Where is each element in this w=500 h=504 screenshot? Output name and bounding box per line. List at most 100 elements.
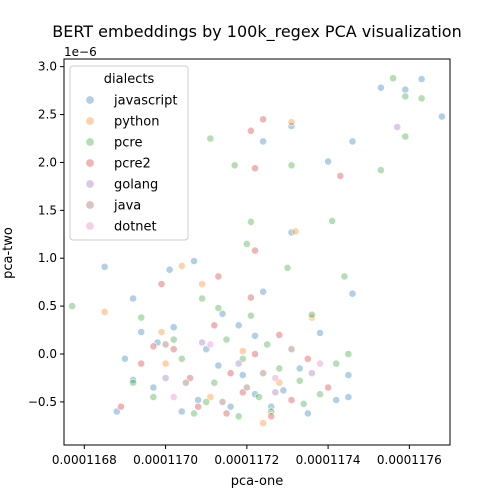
point-pcre-5 (230, 161, 239, 170)
legend-title: dialects (104, 72, 155, 87)
series-pcre (68, 74, 426, 421)
legend-item-golang: golang (85, 178, 158, 193)
point-pcre2-8 (117, 402, 125, 411)
point-pcre2-20 (287, 396, 296, 404)
point-pcre-20 (177, 354, 186, 363)
point-pcre2-0 (246, 126, 255, 135)
y-scale-multiplier: 1e−6 (64, 45, 97, 59)
legend-label: python (114, 115, 159, 130)
series-golang (161, 123, 402, 397)
x-tick-label: 0.0001170 (133, 453, 198, 467)
point-pcre-23 (149, 393, 158, 401)
point-pcre-22 (255, 393, 263, 401)
legend-marker (85, 221, 95, 231)
point-javascript-30 (214, 361, 223, 370)
point-java-3 (287, 345, 296, 354)
legend-item-javascript: javascript (85, 94, 177, 109)
legend-label: javascript (113, 94, 177, 109)
legend-item-pcre2: pcre2 (85, 157, 151, 172)
point-java-2 (218, 397, 227, 406)
x-tick-label: 0.0001172 (214, 453, 279, 467)
point-pcre2-13 (303, 354, 312, 363)
series-pcre2 (117, 115, 345, 421)
point-pcre2-12 (275, 330, 284, 339)
point-pcre2-23 (222, 409, 231, 418)
point-pcre-31 (222, 335, 231, 344)
point-javascript-27 (344, 371, 353, 379)
legend-marker (85, 95, 95, 105)
point-javascript-14 (129, 294, 137, 303)
x-tick-label: 0.0001168 (52, 453, 117, 467)
point-pcre2-19 (149, 342, 158, 351)
point-pcre-34 (295, 376, 304, 385)
point-pcre2-17 (324, 383, 332, 392)
legend-label: dotnet (114, 220, 157, 235)
point-python-0 (287, 118, 296, 127)
point-pcre-32 (129, 378, 137, 387)
y-tick-label: 0.5 (38, 299, 57, 313)
point-pcre2-7 (157, 280, 166, 288)
point-python-2 (100, 307, 109, 316)
point-pcre-36 (202, 397, 211, 406)
point-javascript-0 (417, 75, 426, 83)
point-pcre2-1 (259, 115, 267, 124)
point-javascript-22 (238, 371, 247, 379)
point-python-3 (177, 261, 186, 270)
point-javascript-11 (100, 262, 109, 271)
point-pcre-18 (344, 350, 353, 358)
point-javascript-9 (348, 289, 357, 298)
y-tick-label: 1.5 (38, 203, 57, 217)
point-pcre2-21 (194, 402, 202, 411)
legend-marker (85, 116, 95, 126)
y-tick-label: 2.5 (38, 108, 57, 122)
legend-label: pcre2 (114, 157, 151, 172)
point-dotnet-1 (271, 374, 280, 382)
chart-title: BERT embeddings by 100k_regex PCA visual… (52, 22, 461, 42)
legend-item-java: java (85, 199, 141, 214)
point-golang-5 (307, 369, 316, 378)
point-python-6 (157, 328, 166, 336)
point-javascript-35 (295, 364, 304, 373)
point-javascript-7 (348, 137, 357, 146)
point-javascript-25 (332, 396, 341, 404)
point-javascript-1 (401, 85, 410, 94)
point-python-4 (198, 280, 206, 288)
point-pcre-28 (214, 304, 223, 312)
point-pcre-14 (137, 313, 146, 322)
point-java-0 (181, 378, 190, 387)
point-dotnet-2 (169, 393, 178, 401)
point-pcre-10 (340, 272, 349, 281)
y-tick-label: 1.0 (38, 251, 57, 265)
point-pcre-21 (210, 378, 219, 387)
point-pcre2-5 (214, 272, 223, 281)
point-pcre-7 (376, 166, 385, 174)
point-pcre-25 (234, 412, 243, 421)
point-javascript-24 (303, 409, 312, 418)
point-javascript-20 (149, 383, 158, 392)
y-tick-label: 3.0 (38, 60, 57, 74)
point-pcre-19 (332, 359, 341, 368)
point-pcre-24 (299, 399, 308, 408)
plot-frame (63, 58, 451, 446)
legend-item-python: python (85, 115, 159, 130)
point-pcre-0 (389, 74, 397, 83)
points-layer (68, 74, 446, 427)
point-golang-4 (198, 338, 206, 347)
y-tick-label: −0.5 (28, 395, 57, 409)
point-golang-1 (161, 374, 170, 382)
point-pcre-26 (169, 335, 178, 344)
series-python (100, 118, 316, 427)
point-pcre-6 (287, 161, 296, 170)
point-pcre-27 (275, 364, 284, 373)
y-axis-ticks: −0.5 0.0 0.5 1.0 1.5 2.0 2.5 3.0 (28, 60, 64, 409)
y-tick-label: 2.0 (38, 155, 57, 169)
point-javascript-13 (259, 287, 267, 296)
x-tick-label: 0.0001174 (296, 453, 361, 467)
point-pcre2-14 (169, 345, 178, 354)
series-dotnet (169, 340, 324, 401)
point-pcre-16 (246, 311, 255, 320)
point-java-4 (161, 340, 170, 349)
point-python-7 (238, 347, 247, 355)
point-python-10 (161, 359, 170, 368)
